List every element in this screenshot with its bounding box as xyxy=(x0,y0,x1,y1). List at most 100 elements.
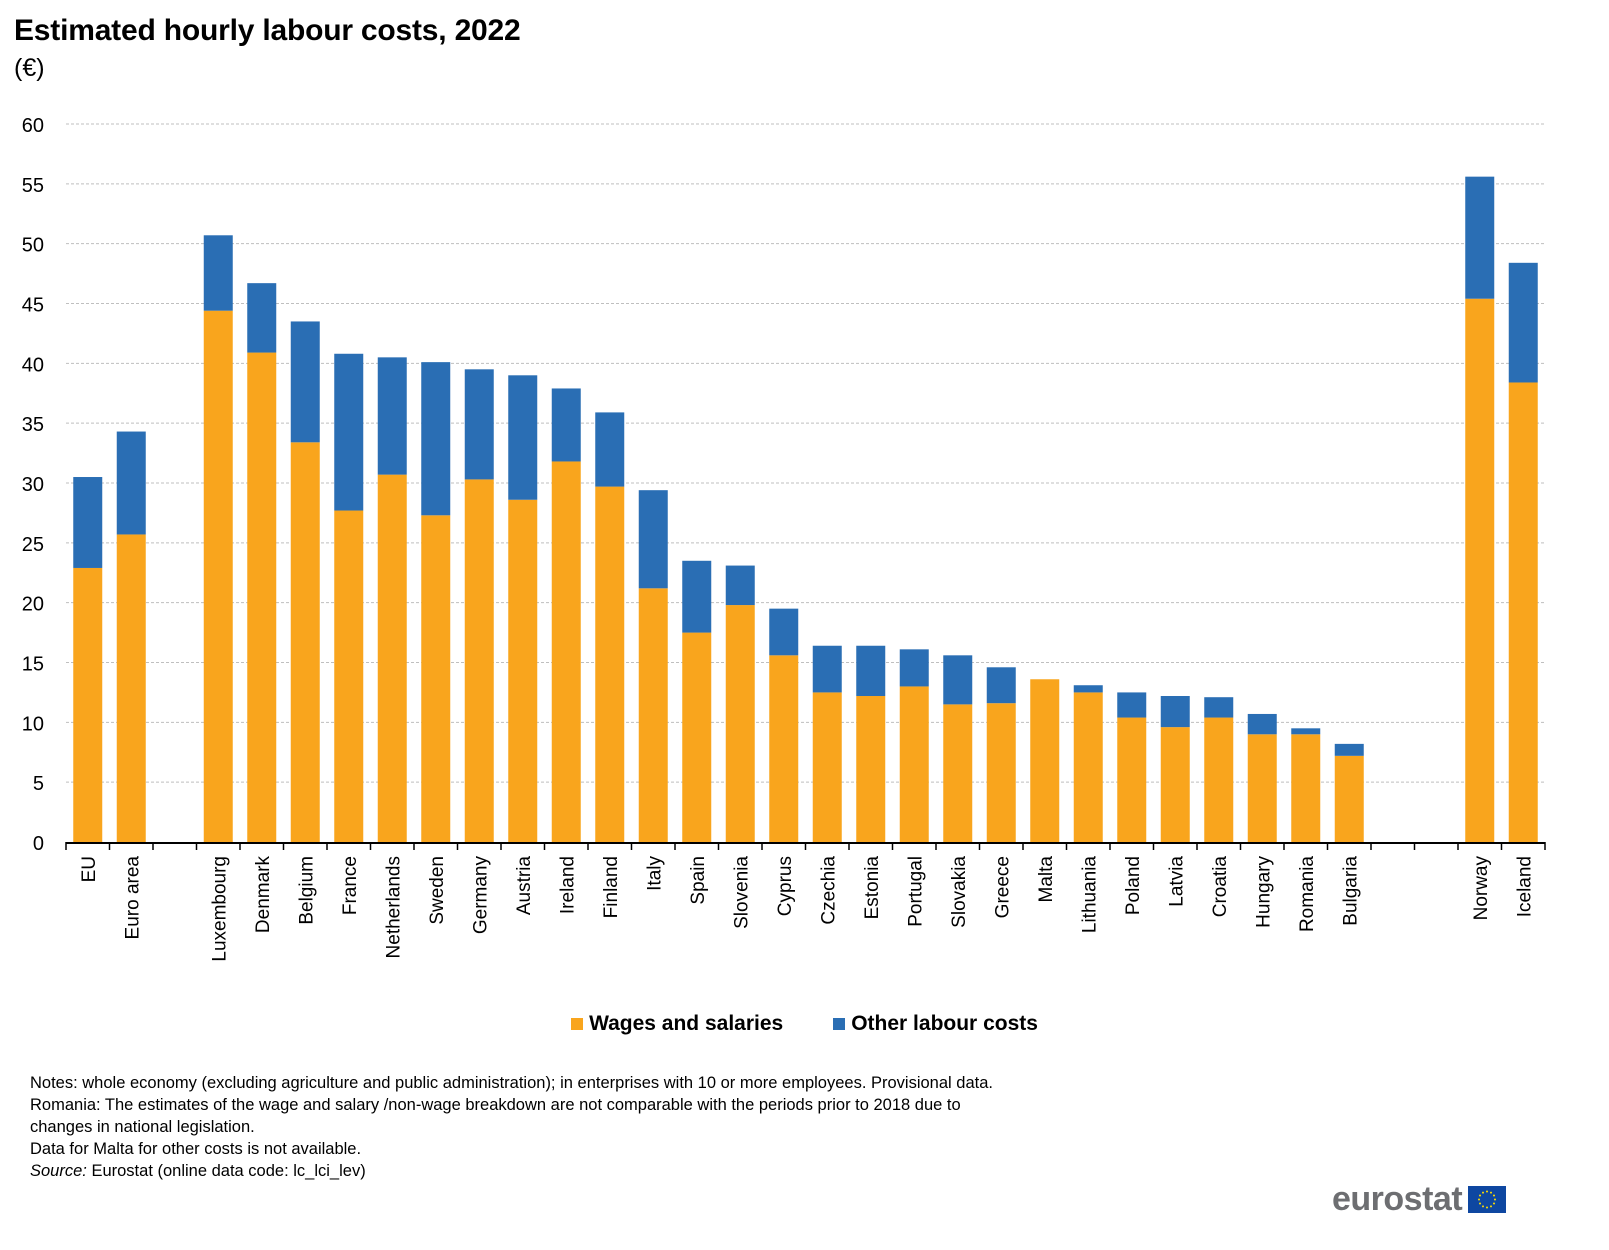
bar-wages-norway[interactable] xyxy=(1465,298,1495,842)
source-line: Source: Eurostat (online data code: lc_l… xyxy=(30,1160,993,1182)
bar-wages-slovakia[interactable] xyxy=(943,704,973,842)
bar-wages-estonia[interactable] xyxy=(856,696,886,842)
bar-wages-iceland[interactable] xyxy=(1508,382,1538,842)
bar-other-finland[interactable] xyxy=(595,412,625,487)
bar-other-czechia[interactable] xyxy=(812,645,842,693)
x-tick-label: Germany xyxy=(470,856,491,935)
legend-item-other[interactable]: Other labour costs xyxy=(833,1012,1038,1036)
bar-other-spain[interactable] xyxy=(682,560,712,633)
legend-label-wages: Wages and salaries xyxy=(589,1012,784,1035)
bar-other-poland[interactable] xyxy=(1117,692,1147,718)
bar-other-austria[interactable] xyxy=(508,375,538,500)
bar-other-romania[interactable] xyxy=(1291,728,1321,735)
chart-unit: (€) xyxy=(14,54,45,82)
x-tick-label: Italy xyxy=(644,856,665,891)
x-tick-label: EU xyxy=(79,856,100,882)
y-tick-label: 25 xyxy=(22,534,44,556)
bar-other-estonia[interactable] xyxy=(856,645,886,697)
bar-wages-poland[interactable] xyxy=(1117,717,1147,842)
bar-other-denmark[interactable] xyxy=(247,283,277,353)
bar-wages-lithuania[interactable] xyxy=(1073,692,1103,842)
x-tick-label: Latvia xyxy=(1166,856,1187,907)
bar-wages-portugal[interactable] xyxy=(899,686,929,842)
x-axis-labels: EU Euro area Luxembourg Denmark Belgium Franc… xyxy=(79,856,1536,962)
x-tick-label: Czechia xyxy=(818,856,839,925)
bar-other-france[interactable] xyxy=(334,353,364,511)
bar-wages-italy[interactable] xyxy=(638,588,668,842)
bar-wages-croatia[interactable] xyxy=(1204,717,1234,842)
x-tick-label: Finland xyxy=(601,856,622,918)
legend-item-wages[interactable]: Wages and salaries xyxy=(571,1012,783,1036)
bar-wages-euro-area[interactable] xyxy=(116,534,146,842)
bar-other-iceland[interactable] xyxy=(1508,262,1538,383)
bar-wages-greece[interactable] xyxy=(986,703,1016,842)
x-tick-label: Portugal xyxy=(905,856,926,927)
x-tick-label: Denmark xyxy=(253,856,274,934)
bar-wages-spain[interactable] xyxy=(682,632,712,842)
bar-other-netherlands[interactable] xyxy=(377,357,407,475)
bar-wages-germany[interactable] xyxy=(464,479,494,842)
bar-other-slovakia[interactable] xyxy=(943,655,973,705)
bar-other-eu[interactable] xyxy=(73,477,103,568)
bar-wages-france[interactable] xyxy=(334,510,364,842)
y-tick-label: 45 xyxy=(22,295,44,317)
y-tick-label: 20 xyxy=(22,594,44,616)
y-tick-label: 0 xyxy=(33,833,44,855)
x-tick-label: Malta xyxy=(1036,856,1057,903)
bar-wages-bulgaria[interactable] xyxy=(1334,755,1364,842)
bar-wages-malta[interactable] xyxy=(1030,679,1060,842)
chart-title: Estimated hourly labour costs, 2022 xyxy=(14,14,521,47)
bar-other-croatia[interactable] xyxy=(1204,697,1234,718)
bar-chart: 0 5 10 15 20 25 30 35 40 45 50 55 60 EU Euro area Luxe… xyxy=(22,115,1546,962)
bar-wages-cyprus[interactable] xyxy=(769,655,799,842)
x-axis xyxy=(65,842,1546,850)
bar-wages-belgium[interactable] xyxy=(290,442,320,842)
bar-wages-czechia[interactable] xyxy=(812,692,842,842)
bar-other-hungary[interactable] xyxy=(1247,713,1277,735)
bar-other-greece[interactable] xyxy=(986,667,1016,704)
bar-other-italy[interactable] xyxy=(638,490,668,589)
bar-wages-latvia[interactable] xyxy=(1160,727,1190,842)
source-label: Source: xyxy=(30,1162,87,1180)
bar-wages-romania[interactable] xyxy=(1291,734,1321,842)
y-tick-label: 5 xyxy=(33,773,44,795)
y-tick-label: 40 xyxy=(22,354,44,376)
x-tick-label: Luxembourg xyxy=(209,856,230,962)
x-tick-label: Hungary xyxy=(1253,856,1274,928)
bar-wages-finland[interactable] xyxy=(595,486,625,842)
note-line: Notes: whole economy (excluding agricult… xyxy=(30,1074,993,1092)
logo-text: eurostat xyxy=(1332,1180,1463,1218)
bar-other-latvia[interactable] xyxy=(1160,696,1190,728)
bar-wages-sweden[interactable] xyxy=(421,515,451,842)
x-tick-label: Bulgaria xyxy=(1340,856,1361,926)
bar-other-germany[interactable] xyxy=(464,369,494,480)
x-tick-label: Romania xyxy=(1297,856,1318,932)
x-tick-label: Euro area xyxy=(122,856,143,940)
bar-wages-eu[interactable] xyxy=(73,567,103,842)
bar-wages-austria[interactable] xyxy=(508,499,538,842)
bar-other-lithuania[interactable] xyxy=(1073,685,1103,693)
bar-other-bulgaria[interactable] xyxy=(1334,743,1364,756)
bar-wages-denmark[interactable] xyxy=(247,352,277,842)
y-tick-label: 15 xyxy=(22,654,44,676)
bar-wages-slovenia[interactable] xyxy=(725,605,755,842)
y-axis-ticks: 0 5 10 15 20 25 30 35 40 45 50 55 60 xyxy=(22,115,44,855)
bar-other-ireland[interactable] xyxy=(551,388,581,462)
bar-other-belgium[interactable] xyxy=(290,321,320,443)
bar-other-norway[interactable] xyxy=(1465,176,1495,299)
bar-other-slovenia[interactable] xyxy=(725,565,755,606)
bar-other-sweden[interactable] xyxy=(421,362,451,516)
x-tick-label: Estonia xyxy=(862,856,883,920)
bar-wages-netherlands[interactable] xyxy=(377,474,407,842)
eurostat-logo: eurostat xyxy=(1332,1180,1507,1219)
bar-other-luxembourg[interactable] xyxy=(203,235,233,311)
bar-other-portugal[interactable] xyxy=(899,649,929,687)
bar-wages-ireland[interactable] xyxy=(551,461,581,842)
bar-other-euro-area[interactable] xyxy=(116,431,146,535)
bar-other-cyprus[interactable] xyxy=(769,608,799,656)
x-tick-label: Belgium xyxy=(296,856,317,925)
bar-wages-luxembourg[interactable] xyxy=(203,310,233,842)
y-tick-label: 60 xyxy=(22,115,44,137)
x-tick-label: Croatia xyxy=(1210,856,1231,918)
bar-wages-hungary[interactable] xyxy=(1247,734,1277,842)
